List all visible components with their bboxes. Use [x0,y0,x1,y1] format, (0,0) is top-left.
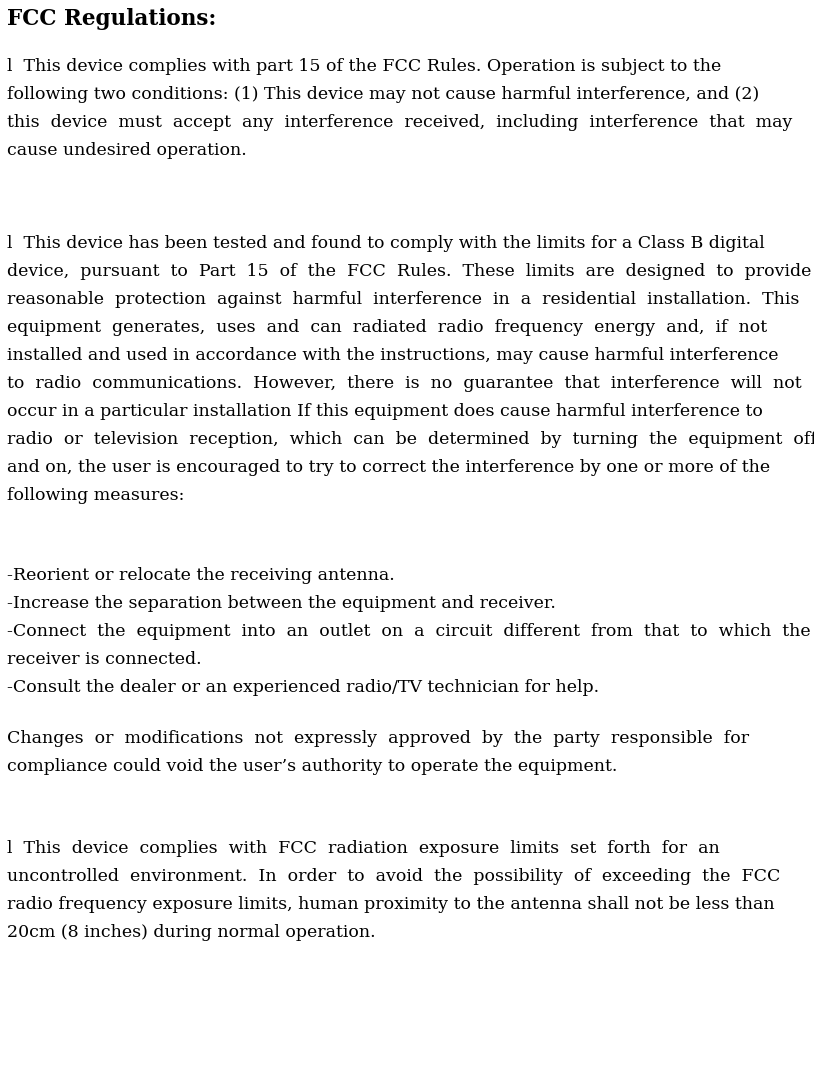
Text: l  This  device  complies  with  FCC  radiation  exposure  limits  set  forth  f: l This device complies with FCC radiatio… [7,839,720,857]
Text: -Consult the dealer or an experienced radio/TV technician for help.: -Consult the dealer or an experienced ra… [7,679,599,696]
Text: equipment  generates,  uses  and  can  radiated  radio  frequency  energy  and, : equipment generates, uses and can radiat… [7,319,767,336]
Text: uncontrolled  environment.  In  order  to  avoid  the  possibility  of  exceedin: uncontrolled environment. In order to av… [7,868,781,885]
Text: to  radio  communications.  However,  there  is  no  guarantee  that  interferen: to radio communications. However, there … [7,375,802,392]
Text: l  This device has been tested and found to comply with the limits for a Class B: l This device has been tested and found … [7,235,764,252]
Text: 20cm (8 inches) during normal operation.: 20cm (8 inches) during normal operation. [7,924,375,941]
Text: FCC Regulations:: FCC Regulations: [7,8,217,30]
Text: following two conditions: (1) This device may not cause harmful interference, an: following two conditions: (1) This devic… [7,86,759,103]
Text: occur in a particular installation If this equipment does cause harmful interfer: occur in a particular installation If th… [7,402,763,420]
Text: receiver is connected.: receiver is connected. [7,651,202,668]
Text: compliance could void the user’s authority to operate the equipment.: compliance could void the user’s authori… [7,759,617,775]
Text: -Increase the separation between the equipment and receiver.: -Increase the separation between the equ… [7,595,556,612]
Text: reasonable  protection  against  harmful  interference  in  a  residential  inst: reasonable protection against harmful in… [7,291,799,308]
Text: following measures:: following measures: [7,487,185,504]
Text: radio frequency exposure limits, human proximity to the antenna shall not be les: radio frequency exposure limits, human p… [7,896,775,913]
Text: cause undesired operation.: cause undesired operation. [7,142,247,159]
Text: device,  pursuant  to  Part  15  of  the  FCC  Rules.  These  limits  are  desig: device, pursuant to Part 15 of the FCC R… [7,263,812,279]
Text: installed and used in accordance with the instructions, may cause harmful interf: installed and used in accordance with th… [7,347,778,364]
Text: this  device  must  accept  any  interference  received,  including  interferenc: this device must accept any interference… [7,114,792,131]
Text: -Connect  the  equipment  into  an  outlet  on  a  circuit  different  from  tha: -Connect the equipment into an outlet on… [7,623,811,640]
Text: Changes  or  modifications  not  expressly  approved  by  the  party  responsibl: Changes or modifications not expressly a… [7,730,749,747]
Text: l  This device complies with part 15 of the FCC Rules. Operation is subject to t: l This device complies with part 15 of t… [7,58,721,76]
Text: -Reorient or relocate the receiving antenna.: -Reorient or relocate the receiving ante… [7,566,395,584]
Text: radio  or  television  reception,  which  can  be  determined  by  turning  the : radio or television reception, which can… [7,431,814,448]
Text: and on, the user is encouraged to try to correct the interference by one or more: and on, the user is encouraged to try to… [7,459,770,476]
